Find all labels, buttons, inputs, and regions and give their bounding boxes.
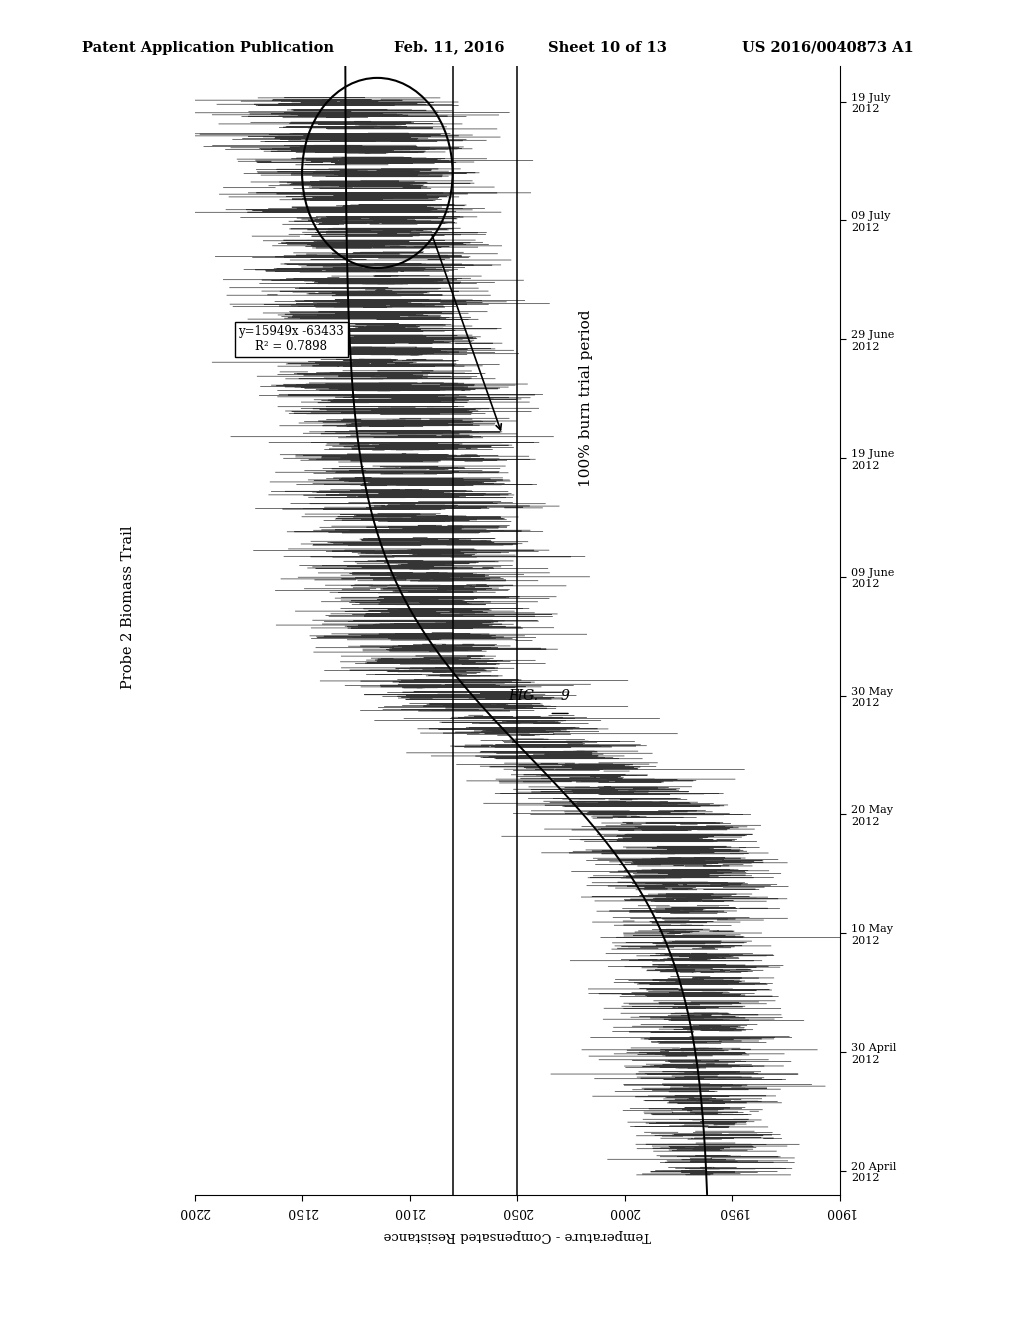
X-axis label: Temperature - Compensated Resistance: Temperature - Compensated Resistance [383,1229,651,1242]
Text: 100% burn trial period: 100% burn trial period [579,310,593,487]
Text: Sheet 10 of 13: Sheet 10 of 13 [548,41,667,54]
Text: Feb. 11, 2016: Feb. 11, 2016 [394,41,505,54]
Text: Probe 2 Biomass Trail: Probe 2 Biomass Trail [121,525,135,689]
Text: US 2016/0040873 A1: US 2016/0040873 A1 [742,41,914,54]
Text: Patent Application Publication: Patent Application Publication [82,41,334,54]
Text: 9: 9 [560,689,569,702]
Text: FIG.: FIG. [509,689,539,702]
Text: y=15949x -63433
R² = 0.7898: y=15949x -63433 R² = 0.7898 [239,325,344,354]
